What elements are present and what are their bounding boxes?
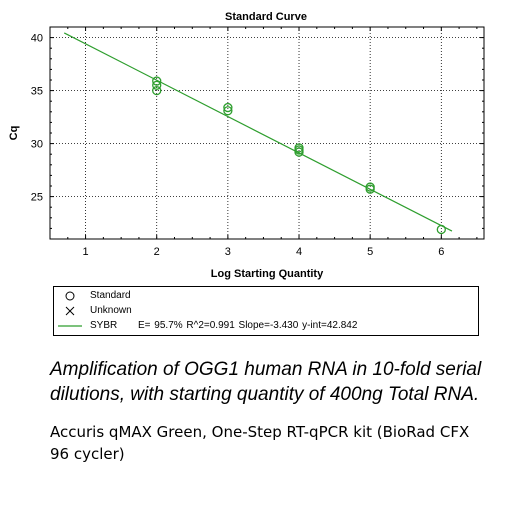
x-tick-label: 2 bbox=[154, 246, 160, 258]
chart-title: Standard Curve bbox=[225, 11, 307, 23]
data-point-standard bbox=[152, 80, 162, 90]
y-tick-label: 40 bbox=[31, 33, 43, 45]
data-point-standard bbox=[152, 76, 162, 86]
fit-statistics: E= 95.7% R^2=0.991 Slope=-3.430 y-int=42… bbox=[138, 320, 358, 331]
legend-label-sybr: SYBR bbox=[90, 320, 118, 331]
chart-legend: Standard Unknown SYBR E= 95.7% R^2=0.991… bbox=[53, 286, 479, 336]
y-axis-ticks: 25 30 35 40 bbox=[31, 26, 484, 240]
y-tick-label: 35 bbox=[31, 86, 43, 98]
x-axis-label: Log Starting Quantity bbox=[211, 268, 324, 280]
data-point-standard bbox=[152, 85, 162, 96]
x-tick-label: 1 bbox=[83, 246, 89, 258]
x-axis-ticks: 1 2 3 4 5 6 bbox=[67, 27, 478, 258]
legend-label-standard: Standard bbox=[90, 290, 131, 301]
x-marker-icon bbox=[65, 306, 75, 316]
figure-subcaption: Accuris qMAX Green, One-Step RT-qPCR kit… bbox=[50, 421, 510, 465]
line-marker-icon bbox=[58, 325, 82, 327]
data-point-standard bbox=[294, 147, 304, 157]
data-point-standard bbox=[223, 106, 233, 116]
x-tick-label: 3 bbox=[225, 246, 231, 258]
x-tick-label: 5 bbox=[367, 246, 373, 258]
caption-line-2: dilutions, with starting quantity of 400… bbox=[50, 384, 480, 405]
subcaption-line-2: 96 cycler) bbox=[50, 445, 125, 463]
legend-label-unknown: Unknown bbox=[90, 305, 132, 316]
data-point-standard bbox=[436, 224, 446, 235]
grid-lines bbox=[50, 27, 484, 239]
figure-caption: Amplification of OGG1 human RNA in 10-fo… bbox=[50, 357, 510, 407]
y-tick-label: 30 bbox=[31, 139, 43, 151]
data-point-standard bbox=[365, 184, 375, 194]
x-tick-label: 4 bbox=[296, 246, 302, 258]
y-tick-label: 25 bbox=[31, 192, 43, 204]
data-points bbox=[152, 76, 446, 235]
fit-line bbox=[63, 32, 453, 232]
x-tick-label: 6 bbox=[438, 246, 444, 258]
data-point-standard bbox=[223, 102, 233, 113]
circle-marker-icon bbox=[65, 291, 75, 301]
y-axis-label: Cq bbox=[8, 126, 20, 141]
subcaption-line-1: Accuris qMAX Green, One-Step RT-qPCR kit… bbox=[50, 423, 470, 441]
standard-curve-chart: Standard Curve 1 2 3 4 5 6 25 30 35 40 Log Start… bbox=[8, 11, 485, 280]
caption-line-1: Amplification of OGG1 human RNA in 10-fo… bbox=[50, 359, 482, 380]
